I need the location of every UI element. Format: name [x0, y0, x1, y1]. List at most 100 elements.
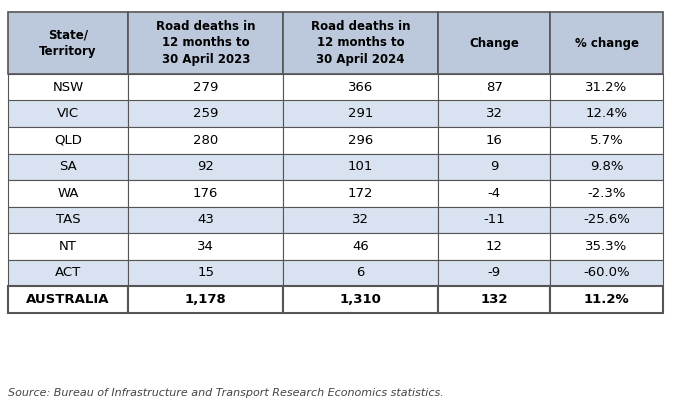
Text: -25.6%: -25.6%	[583, 213, 630, 226]
Text: 172: 172	[348, 187, 373, 200]
Bar	[551, 260, 663, 286]
Text: 9.8%: 9.8%	[590, 160, 623, 173]
Bar	[128, 127, 283, 154]
Text: 32: 32	[352, 213, 369, 226]
Text: -4: -4	[488, 187, 501, 200]
Text: 92: 92	[197, 160, 214, 173]
Bar	[551, 127, 663, 154]
Bar	[8, 286, 128, 312]
Bar	[128, 74, 283, 100]
Text: 366: 366	[348, 81, 373, 94]
Text: 35.3%: 35.3%	[586, 240, 628, 253]
Text: NSW: NSW	[53, 81, 83, 94]
Text: 16: 16	[486, 134, 503, 147]
Bar	[8, 74, 128, 100]
Bar	[438, 100, 551, 127]
Bar	[438, 233, 551, 260]
Bar	[8, 180, 128, 206]
Text: 34: 34	[197, 240, 214, 253]
Bar	[8, 127, 128, 154]
Text: -2.3%: -2.3%	[588, 187, 626, 200]
Bar	[8, 154, 128, 180]
Text: -60.0%: -60.0%	[583, 266, 630, 279]
Text: QLD: QLD	[54, 134, 82, 147]
Text: 279: 279	[193, 81, 218, 94]
Bar	[438, 154, 551, 180]
Text: 46: 46	[352, 240, 369, 253]
Text: 1,178: 1,178	[185, 293, 226, 306]
Bar	[551, 206, 663, 233]
Bar	[128, 233, 283, 260]
Bar	[438, 286, 551, 312]
Text: ACT: ACT	[55, 266, 81, 279]
Bar	[128, 180, 283, 206]
Bar	[8, 12, 128, 74]
Text: 132: 132	[481, 293, 508, 306]
Bar	[551, 286, 663, 312]
Text: 12: 12	[486, 240, 503, 253]
Bar	[8, 100, 128, 127]
Text: 9: 9	[490, 160, 499, 173]
Text: VIC: VIC	[57, 107, 79, 120]
Bar	[551, 233, 663, 260]
Bar	[283, 127, 438, 154]
Text: Road deaths in
12 months to
30 April 2023: Road deaths in 12 months to 30 April 202…	[156, 21, 256, 66]
Text: 12.4%: 12.4%	[586, 107, 628, 120]
Bar	[283, 180, 438, 206]
Text: SA: SA	[60, 160, 77, 173]
Bar	[438, 180, 551, 206]
Bar	[551, 74, 663, 100]
Text: % change: % change	[575, 37, 639, 50]
Text: 5.7%: 5.7%	[590, 134, 623, 147]
Text: Road deaths in
12 months to
30 April 2024: Road deaths in 12 months to 30 April 202…	[311, 21, 410, 66]
Bar	[283, 74, 438, 100]
Bar	[128, 100, 283, 127]
Text: AUSTRALIA: AUSTRALIA	[27, 293, 110, 306]
Bar	[128, 206, 283, 233]
Text: -11: -11	[484, 213, 505, 226]
Bar	[551, 154, 663, 180]
Bar	[128, 260, 283, 286]
Text: 31.2%: 31.2%	[586, 81, 628, 94]
Bar	[551, 180, 663, 206]
Bar	[283, 154, 438, 180]
Text: -9: -9	[488, 266, 501, 279]
Text: 11.2%: 11.2%	[583, 293, 629, 306]
Bar	[551, 12, 663, 74]
Bar	[438, 12, 551, 74]
Bar	[438, 260, 551, 286]
Text: 43: 43	[197, 213, 214, 226]
Text: State/
Territory: State/ Territory	[40, 29, 97, 58]
Text: 291: 291	[348, 107, 373, 120]
Bar	[438, 206, 551, 233]
Bar	[8, 260, 128, 286]
Text: 176: 176	[193, 187, 218, 200]
Bar	[438, 74, 551, 100]
Bar	[551, 100, 663, 127]
Text: 296: 296	[348, 134, 373, 147]
Bar	[8, 233, 128, 260]
Text: 280: 280	[193, 134, 218, 147]
Text: 1,310: 1,310	[340, 293, 382, 306]
Text: 6: 6	[356, 266, 365, 279]
Bar	[283, 260, 438, 286]
Bar	[128, 154, 283, 180]
Bar	[283, 286, 438, 312]
Text: 15: 15	[197, 266, 214, 279]
Bar	[283, 206, 438, 233]
Text: 259: 259	[193, 107, 218, 120]
Text: 32: 32	[486, 107, 503, 120]
Text: WA: WA	[57, 187, 79, 200]
Bar	[283, 100, 438, 127]
Bar	[8, 206, 128, 233]
Text: 87: 87	[486, 81, 503, 94]
Bar	[438, 127, 551, 154]
Text: Change: Change	[469, 37, 519, 50]
Text: TAS: TAS	[56, 213, 81, 226]
Text: Source: Bureau of Infrastructure and Transport Research Economics statistics.: Source: Bureau of Infrastructure and Tra…	[8, 388, 444, 398]
Text: NT: NT	[60, 240, 77, 253]
Bar	[283, 233, 438, 260]
Bar	[128, 12, 283, 74]
Bar	[283, 12, 438, 74]
Bar	[128, 286, 283, 312]
